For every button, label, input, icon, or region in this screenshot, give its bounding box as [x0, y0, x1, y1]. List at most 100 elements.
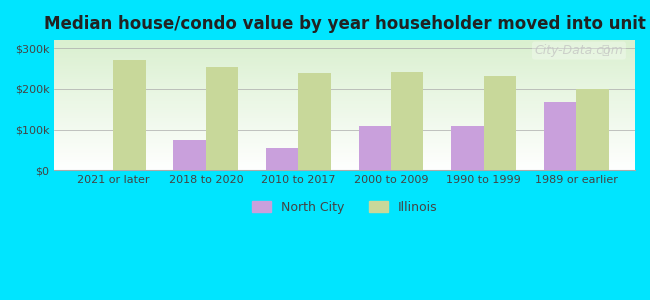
Bar: [55, 46, 635, 48]
Title: Median house/condo value by year householder moved into unit: Median house/condo value by year househo…: [44, 15, 645, 33]
Bar: [55, 110, 635, 112]
Bar: [55, 99, 635, 100]
Bar: [55, 98, 635, 99]
Bar: [55, 40, 635, 41]
Bar: [55, 140, 635, 142]
Bar: [55, 88, 635, 90]
Bar: [55, 83, 635, 84]
Bar: [55, 90, 635, 91]
Bar: [55, 108, 635, 109]
Bar: [55, 65, 635, 66]
Bar: [55, 62, 635, 64]
Bar: [55, 121, 635, 122]
Bar: [55, 75, 635, 76]
Bar: [55, 84, 635, 86]
Bar: [55, 131, 635, 133]
Bar: [55, 129, 635, 130]
Bar: [55, 165, 635, 166]
Bar: [55, 56, 635, 57]
Bar: [266, 148, 298, 170]
Bar: [451, 125, 484, 170]
Bar: [55, 41, 635, 43]
Bar: [55, 147, 635, 148]
Bar: [55, 53, 635, 54]
Bar: [55, 80, 635, 82]
Bar: [391, 72, 423, 170]
Bar: [55, 119, 635, 121]
Bar: [484, 76, 516, 170]
Bar: [55, 166, 635, 168]
Bar: [55, 104, 635, 105]
Bar: [576, 89, 608, 170]
Bar: [55, 138, 635, 139]
Bar: [55, 153, 635, 154]
Bar: [55, 58, 635, 60]
Bar: [55, 151, 635, 152]
Bar: [55, 48, 635, 49]
Bar: [55, 146, 635, 147]
Bar: [55, 164, 635, 165]
Bar: [55, 57, 635, 58]
Bar: [113, 60, 146, 170]
Bar: [55, 112, 635, 113]
Bar: [55, 134, 635, 135]
Bar: [55, 125, 635, 126]
Text: City-Data.com: City-Data.com: [534, 44, 623, 57]
Bar: [55, 52, 635, 53]
Bar: [55, 109, 635, 110]
Bar: [55, 101, 635, 103]
Bar: [55, 152, 635, 153]
Bar: [55, 126, 635, 127]
Bar: [55, 122, 635, 123]
Bar: [55, 135, 635, 136]
Bar: [544, 102, 576, 170]
Bar: [55, 74, 635, 75]
Legend: North City, Illinois: North City, Illinois: [247, 196, 443, 219]
Bar: [55, 142, 635, 143]
Bar: [55, 43, 635, 44]
Bar: [55, 154, 635, 156]
Bar: [55, 123, 635, 125]
Bar: [55, 76, 635, 78]
Bar: [55, 54, 635, 56]
Bar: [55, 64, 635, 65]
Bar: [55, 149, 635, 151]
Bar: [55, 71, 635, 73]
Bar: [55, 136, 635, 138]
Bar: [55, 68, 635, 69]
Bar: [298, 73, 331, 170]
Bar: [55, 70, 635, 71]
Bar: [55, 117, 635, 118]
Bar: [55, 69, 635, 70]
Bar: [206, 67, 239, 170]
Bar: [55, 105, 635, 106]
Bar: [55, 162, 635, 164]
Bar: [55, 158, 635, 160]
Bar: [55, 79, 635, 80]
Bar: [55, 95, 635, 96]
Bar: [55, 92, 635, 94]
Bar: [55, 139, 635, 140]
Bar: [55, 156, 635, 157]
Bar: [55, 127, 635, 129]
Bar: [55, 116, 635, 117]
Bar: [55, 50, 635, 52]
Bar: [55, 91, 635, 92]
Bar: [55, 169, 635, 170]
Bar: [55, 94, 635, 95]
Bar: [55, 161, 635, 162]
Bar: [55, 49, 635, 50]
Bar: [55, 78, 635, 79]
Bar: [55, 130, 635, 131]
Bar: [55, 73, 635, 74]
Bar: [55, 100, 635, 101]
Bar: [55, 44, 635, 45]
Bar: [55, 103, 635, 104]
Bar: [55, 114, 635, 116]
Bar: [55, 60, 635, 61]
Bar: [359, 125, 391, 170]
Bar: [55, 87, 635, 88]
Bar: [55, 61, 635, 62]
Bar: [55, 144, 635, 145]
Bar: [55, 148, 635, 149]
